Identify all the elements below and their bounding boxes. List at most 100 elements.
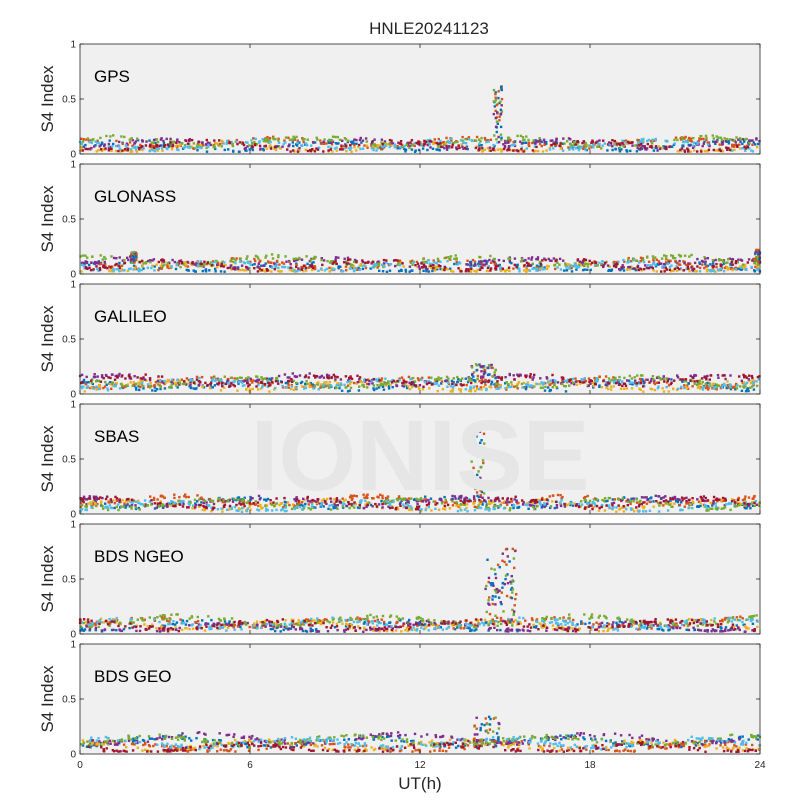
data-point: [250, 139, 253, 142]
data-point: [81, 140, 85, 143]
data-point: [754, 265, 757, 269]
data-point: [166, 147, 169, 151]
data-point: [511, 503, 514, 507]
data-point: [168, 265, 172, 268]
data-point: [738, 375, 741, 378]
data-point: [165, 137, 168, 141]
data-point: [507, 257, 510, 260]
data-point: [540, 506, 543, 509]
data-point: [187, 146, 190, 149]
data-point: [457, 504, 461, 507]
data-point: [677, 253, 681, 257]
data-point: [479, 256, 482, 259]
data-point: [358, 376, 362, 379]
data-point: [309, 259, 312, 262]
data-point: [604, 262, 607, 265]
data-point: [615, 510, 618, 513]
data-point: [465, 147, 468, 151]
data-point: [673, 267, 677, 271]
data-point: [650, 143, 654, 146]
data-point: [378, 144, 382, 147]
data-point: [494, 499, 497, 502]
data-point: [358, 506, 361, 510]
data-point: [542, 381, 545, 384]
data-point: [369, 503, 373, 507]
data-point: [678, 268, 681, 271]
data-point: [696, 505, 699, 508]
data-point: [743, 497, 746, 501]
data-point: [652, 505, 655, 508]
data-point: [126, 269, 130, 273]
data-point: [471, 366, 474, 369]
data-point: [645, 266, 648, 270]
data-point: [687, 136, 691, 140]
data-point: [564, 385, 567, 388]
data-point: [586, 494, 589, 498]
data-point: [217, 497, 221, 500]
data-point: [669, 259, 672, 263]
data-point: [751, 143, 754, 146]
data-point: [460, 494, 463, 498]
data-point: [345, 263, 349, 266]
data-point: [746, 387, 750, 390]
data-point: [687, 150, 690, 153]
data-point: [118, 266, 122, 269]
data-point: [148, 149, 151, 153]
data-point: [100, 149, 104, 152]
data-point: [176, 386, 179, 389]
data-point: [533, 507, 536, 511]
data-point: [103, 260, 106, 264]
data-point: [387, 505, 390, 508]
data-point: [684, 135, 687, 139]
data-point: [457, 497, 460, 500]
data-point: [642, 258, 645, 262]
data-point: [729, 267, 732, 270]
data-point: [372, 378, 375, 381]
data-point: [546, 267, 549, 270]
data-point: [726, 137, 729, 141]
data-point: [749, 382, 753, 385]
data-point: [179, 143, 182, 146]
data-point: [380, 141, 383, 144]
data-point: [705, 138, 708, 142]
data-point: [249, 377, 252, 380]
data-point: [237, 382, 240, 385]
data-point: [335, 506, 338, 510]
data-point: [426, 267, 429, 271]
data-point: [627, 256, 630, 260]
data-point: [508, 140, 511, 143]
data-point: [175, 263, 178, 267]
data-point: [704, 264, 708, 268]
data-point: [756, 263, 760, 266]
data-point: [476, 506, 480, 510]
data-point: [746, 261, 749, 264]
data-point: [96, 375, 99, 378]
data-point: [112, 256, 116, 260]
data-point: [471, 139, 474, 143]
data-point: [300, 267, 303, 270]
data-point: [713, 385, 716, 389]
data-point: [311, 266, 315, 270]
data-point: [320, 383, 323, 386]
data-point: [718, 258, 721, 261]
data-point: [110, 268, 114, 272]
data-point: [243, 496, 246, 499]
data-point: [473, 505, 476, 508]
data-point: [410, 497, 413, 500]
data-point: [404, 150, 407, 153]
data-point: [519, 260, 523, 263]
data-point: [263, 377, 266, 380]
data-point: [442, 507, 445, 510]
data-point: [285, 385, 288, 389]
data-point: [552, 494, 555, 497]
data-point: [413, 144, 416, 148]
data-point: [686, 139, 690, 142]
data-point: [138, 148, 141, 151]
data-point: [123, 258, 126, 262]
data-point: [112, 269, 115, 272]
data-point: [134, 140, 137, 143]
data-point: [602, 264, 605, 267]
data-point: [447, 381, 450, 384]
data-point: [554, 380, 557, 383]
data-point: [515, 500, 518, 503]
